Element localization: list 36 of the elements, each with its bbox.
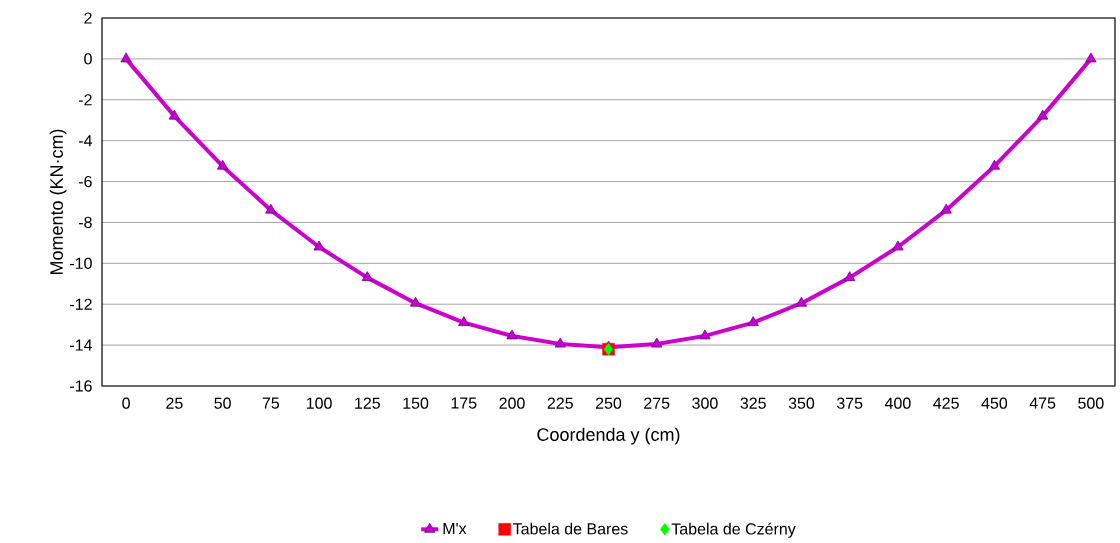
x-tick-label: 450 [981, 397, 1008, 409]
x-tick-label: 125 [355, 397, 380, 409]
x-tick-label: 50 [214, 397, 231, 409]
x-tick-label: 300 [692, 397, 718, 409]
x-tick-label: 425 [933, 397, 959, 409]
y-tick-label: -10 [70, 257, 92, 269]
y-tick-label: -14 [70, 339, 92, 351]
x-tick-label: 275 [644, 397, 670, 409]
legend-label: Tabela de Bares [513, 522, 628, 535]
x-tick-label: 100 [306, 397, 332, 409]
x-tick-label: 225 [547, 397, 573, 409]
y-tick-label: -6 [78, 175, 92, 188]
y-tick-label: -2 [78, 94, 92, 106]
x-tick-label: 400 [884, 397, 911, 409]
y-tick-label: -12 [70, 298, 92, 310]
y-tick-label: 0 [84, 53, 92, 65]
x-tick-label: 0 [122, 397, 130, 409]
x-tick-label: 75 [262, 397, 280, 409]
x-tick-label: 350 [788, 397, 815, 409]
legend-label: M'x [443, 523, 467, 535]
y-tick-label: -16 [70, 380, 92, 392]
x-tick-label: 375 [836, 397, 863, 409]
x-tick-label: 25 [166, 397, 183, 409]
x-tick-label: 325 [740, 397, 766, 409]
y-tick-label: -4 [78, 135, 92, 147]
y-tick-label: 2 [84, 12, 92, 24]
x-tick-label: 475 [1029, 397, 1056, 409]
x-tick-label: 175 [451, 397, 477, 409]
y-tick-label: -8 [78, 216, 92, 229]
y-axis-title: Momento (KN·cm) [49, 129, 67, 275]
x-axis-title: Coordenda y (cm) [537, 427, 680, 445]
x-tick-label: 200 [499, 397, 525, 409]
x-tick-label: 500 [1078, 397, 1104, 409]
legend-label: Tabela de Czérny [671, 522, 796, 538]
x-tick-label: 250 [595, 397, 622, 409]
x-tick-label: 150 [403, 397, 429, 409]
